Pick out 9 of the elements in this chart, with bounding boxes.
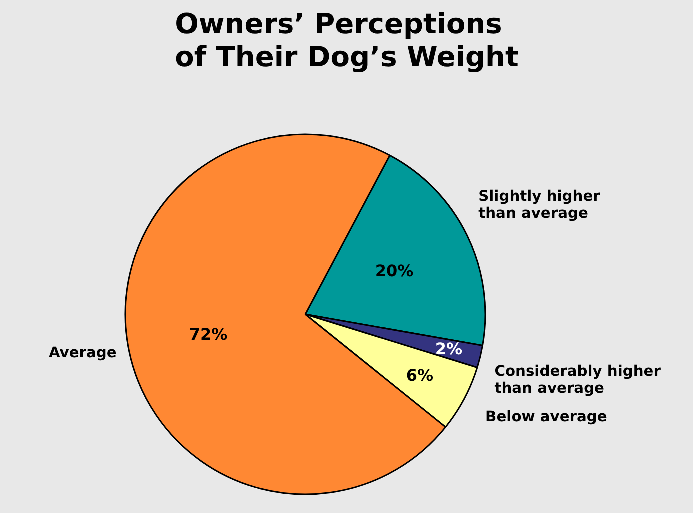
chart-title: Owners’ Perceptions of Their Dog’s Weight <box>175 8 519 74</box>
data-label: 6% <box>406 366 434 385</box>
slice-label: Average <box>48 344 117 362</box>
slice-label: Considerably higher than average <box>494 362 662 397</box>
data-label: 2% <box>435 340 463 359</box>
data-label: 20% <box>375 262 414 281</box>
slice-label: Below average <box>486 408 608 426</box>
data-label: 72% <box>189 324 228 344</box>
slice-label: Slightly higher than average <box>478 188 602 222</box>
